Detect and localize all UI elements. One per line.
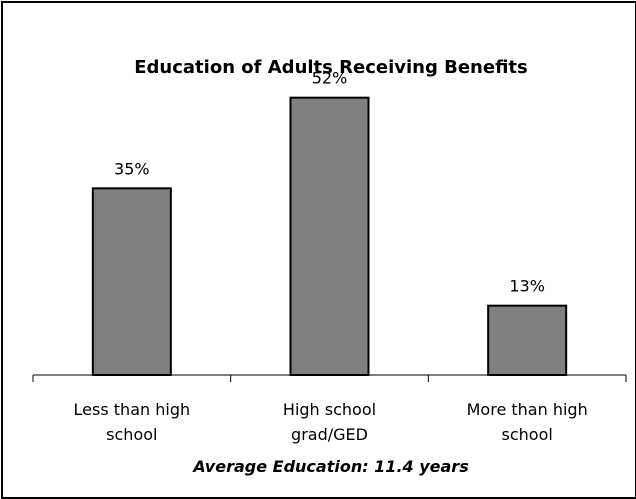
- category-label-line: school: [502, 425, 553, 444]
- category-label-line: High school: [283, 400, 376, 419]
- x-axis: [32, 374, 627, 382]
- bars-group: [91, 96, 568, 377]
- bar-1: [91, 187, 172, 376]
- average-education-note: Average Education: 11.4 years: [191, 457, 468, 476]
- bar-2: [289, 96, 370, 377]
- category-label-3: More than high school: [467, 400, 588, 444]
- category-label-1: Less than high school: [74, 400, 191, 444]
- data-label-3: 13%: [509, 277, 545, 296]
- category-label-line: school: [106, 425, 157, 444]
- category-label-line: More than high: [467, 400, 588, 419]
- data-label-1: 35%: [114, 159, 150, 178]
- category-label-2: High school grad/GED: [283, 400, 376, 444]
- category-labels-group: Less than high school High school grad/GED M…: [74, 400, 588, 444]
- chart-title: Education of Adults Receiving Benefits: [134, 57, 527, 78]
- data-label-2: 52%: [312, 69, 348, 88]
- category-label-line: grad/GED: [291, 425, 368, 444]
- category-label-line: Less than high: [74, 400, 191, 419]
- data-labels-group: 35% 52% 13%: [114, 69, 545, 296]
- bar-3: [487, 304, 568, 376]
